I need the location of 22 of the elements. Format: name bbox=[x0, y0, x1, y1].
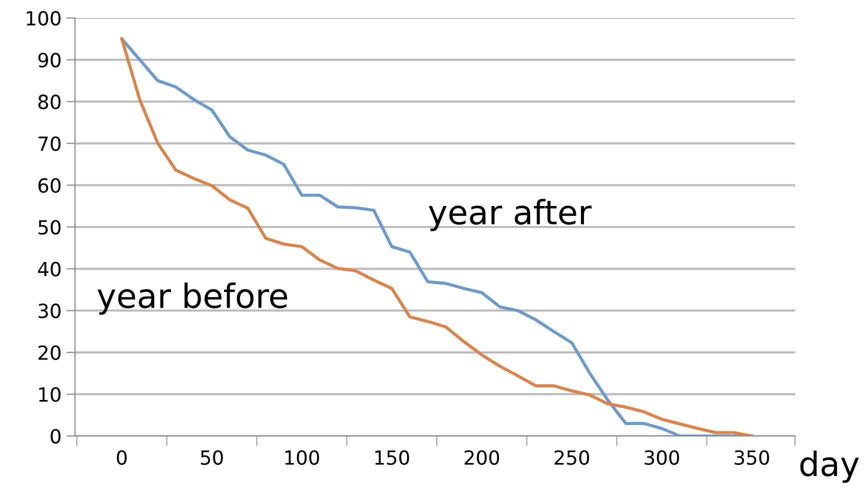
y-tick-label: 100 bbox=[26, 10, 61, 26]
x-tick-label: 150 bbox=[375, 450, 410, 465]
y-tick-label: 30 bbox=[38, 304, 61, 318]
series-label: year before bbox=[98, 282, 288, 315]
y-tick-label: 10 bbox=[39, 387, 61, 402]
y-tick-label: 50 bbox=[38, 220, 61, 235]
x-tick-label: 350 bbox=[734, 450, 770, 465]
y-tick-label: 40 bbox=[38, 262, 61, 276]
x-tick-label: 0 bbox=[116, 450, 127, 465]
x-tick-label: 200 bbox=[464, 450, 500, 465]
x-axis-title: day bbox=[800, 450, 859, 483]
series-label: year after bbox=[428, 198, 592, 232]
y-tick-label: 0 bbox=[50, 428, 61, 444]
y-tick-label: 70 bbox=[38, 136, 61, 152]
y-tick-label: 20 bbox=[38, 345, 61, 360]
y-tick-label: 60 bbox=[38, 178, 61, 193]
y-tick-label: 90 bbox=[38, 52, 61, 68]
x-tick-label: 250 bbox=[554, 450, 590, 465]
x-tick-label: 50 bbox=[200, 450, 223, 465]
y-tick-label: 80 bbox=[38, 94, 61, 110]
x-tick-label: 100 bbox=[285, 450, 320, 465]
x-tick-label: 300 bbox=[644, 450, 680, 465]
